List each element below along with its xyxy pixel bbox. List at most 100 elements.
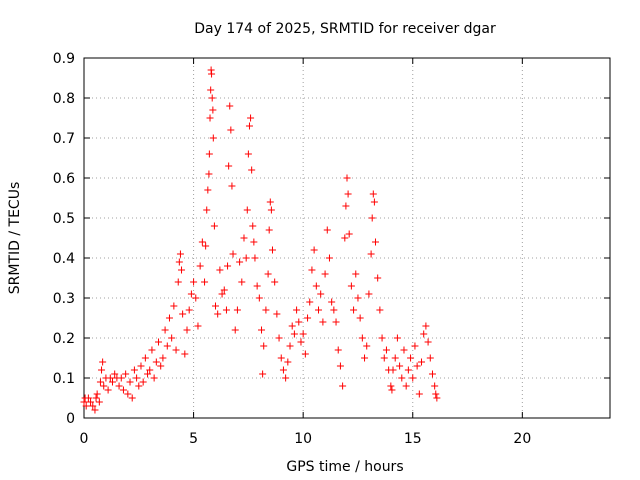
data-point [183, 326, 191, 334]
data-point [378, 334, 386, 342]
data-point [400, 346, 408, 354]
data-point [273, 310, 281, 318]
data-point [165, 314, 173, 322]
data-point [96, 378, 104, 386]
x-axis-label: GPS time / hours [286, 459, 403, 475]
data-point [365, 290, 373, 298]
data-point [238, 278, 246, 286]
data-point [387, 382, 395, 390]
data-point [330, 306, 338, 314]
y-tick-label: 0.8 [53, 91, 75, 107]
data-point [111, 370, 119, 378]
data-point [204, 186, 212, 194]
data-point [203, 206, 211, 214]
data-point [259, 370, 267, 378]
data-point [428, 370, 436, 378]
data-point [268, 246, 276, 254]
data-point [393, 334, 401, 342]
data-point [233, 306, 241, 314]
data-point [198, 238, 206, 246]
data-point [361, 354, 369, 362]
data-point [208, 94, 216, 102]
data-point [265, 226, 273, 234]
data-point [334, 346, 342, 354]
data-point [253, 282, 261, 290]
data-point [282, 374, 290, 382]
data-point [175, 258, 183, 266]
data-point [227, 126, 235, 134]
y-axis-label: SRMTID / TECUs [7, 182, 23, 295]
data-point [413, 362, 421, 370]
data-point [319, 318, 327, 326]
data-point [310, 246, 318, 254]
data-point [247, 114, 255, 122]
data-point [264, 270, 272, 278]
data-point [315, 306, 323, 314]
data-point [418, 358, 426, 366]
data-point [332, 318, 340, 326]
data-point [244, 150, 252, 158]
data-point [122, 370, 130, 378]
data-point [321, 270, 329, 278]
data-point [288, 322, 296, 330]
data-point [339, 382, 347, 390]
data-point [225, 162, 233, 170]
data-point [312, 282, 320, 290]
data-point [382, 346, 390, 354]
data-point [242, 254, 250, 262]
data-point [284, 358, 292, 366]
data-point [179, 310, 187, 318]
data-point [328, 298, 336, 306]
data-point [152, 358, 160, 366]
data-point [174, 278, 182, 286]
data-point [391, 354, 399, 362]
data-point [295, 318, 303, 326]
data-point [402, 382, 410, 390]
data-point [299, 330, 307, 338]
data-point [206, 114, 214, 122]
data-point [347, 282, 355, 290]
data-point [317, 290, 325, 298]
y-tick-label: 0.2 [53, 331, 75, 347]
data-point [251, 254, 259, 262]
data-point [117, 374, 125, 382]
plot-frame [83, 57, 611, 419]
data-point [370, 198, 378, 206]
data-point [212, 302, 219, 310]
data-point [325, 254, 333, 262]
data-point [124, 390, 132, 398]
x-tick-label: 10 [294, 431, 312, 447]
data-point [352, 270, 360, 278]
data-point [157, 362, 165, 370]
data-point [80, 398, 88, 406]
x-tick-label: 0 [80, 431, 89, 447]
data-point [209, 134, 217, 142]
y-tick-label: 0.6 [53, 171, 75, 187]
data-point [228, 182, 236, 190]
data-point [205, 150, 213, 158]
data-point [380, 354, 388, 362]
data-point [155, 338, 163, 346]
data-point [224, 262, 232, 270]
data-point [208, 70, 216, 78]
data-point [161, 326, 169, 334]
data-point [146, 366, 154, 374]
data-point [363, 342, 371, 350]
data-point [92, 394, 100, 402]
data-point [130, 366, 138, 374]
data-point [236, 258, 244, 266]
data-point [308, 266, 316, 274]
data-point [82, 402, 90, 410]
data-point [301, 350, 309, 358]
data-point [277, 354, 285, 362]
data-point [104, 386, 112, 394]
data-point [128, 394, 136, 402]
data-point [202, 242, 210, 250]
data-point [266, 198, 274, 206]
data-point [106, 374, 114, 382]
data-point [426, 354, 434, 362]
data-point [216, 266, 224, 274]
data-point [279, 366, 287, 374]
data-point [404, 366, 412, 374]
y-tick-label: 0.7 [53, 131, 75, 147]
